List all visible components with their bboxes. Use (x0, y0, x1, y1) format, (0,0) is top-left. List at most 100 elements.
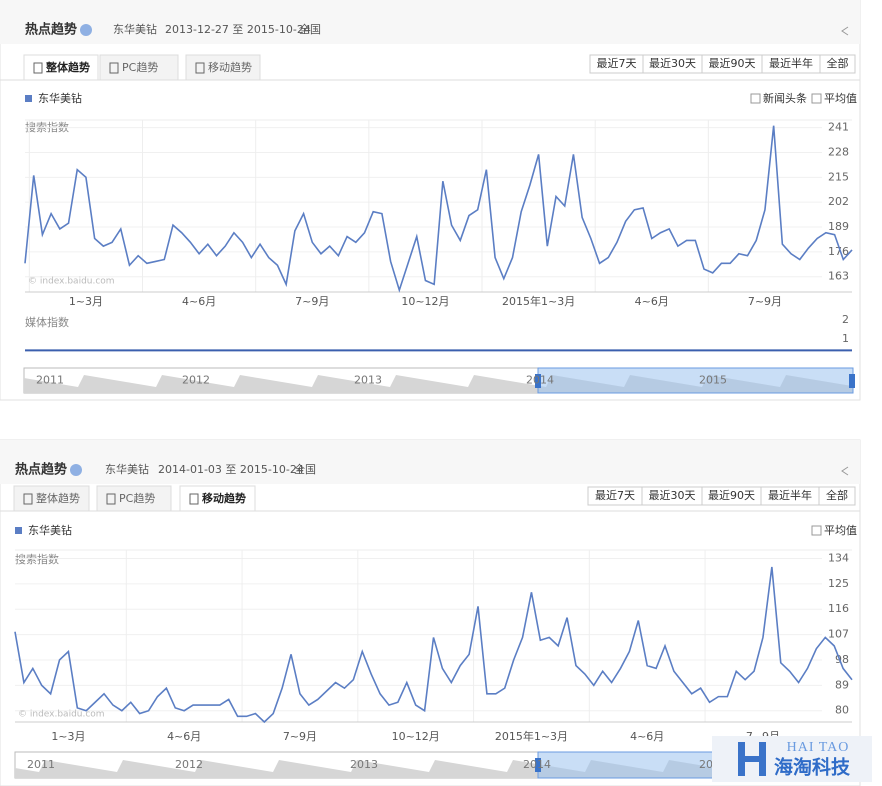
series-line (14, 566, 853, 724)
tab-icon (33, 62, 43, 74)
keyword: 东华美钻 (105, 462, 149, 476)
x-tick-label: 10~12月 (392, 730, 440, 743)
x-tick-label: 2015年1~3月 (495, 729, 568, 743)
y-tick-label: 176 (828, 245, 849, 258)
x-tick-label: 10~12月 (401, 295, 449, 308)
navigator-label: 2013 (354, 374, 382, 387)
x-tick-label: 1~3月 (69, 295, 103, 308)
tab[interactable] (23, 54, 99, 81)
range-button-label[interactable]: 最近半年 (769, 56, 813, 70)
y-tick-label: 2 (842, 313, 849, 326)
y-tick-label: 89 (835, 678, 849, 691)
checkbox-label[interactable]: 新闻头条 (763, 91, 807, 105)
logo-cn: 海淘科技 (774, 756, 851, 779)
range-button[interactable] (819, 54, 856, 74)
watermark: © index.baidu.com (18, 710, 105, 720)
range-button-label[interactable]: 最近90天 (708, 489, 755, 502)
navigator-label: 2012 (175, 758, 203, 771)
tab-icon (195, 62, 205, 74)
panel-title: 热点趋势 (15, 462, 67, 478)
tab[interactable] (185, 54, 261, 81)
y-tick-label: 189 (828, 220, 849, 233)
range-button-label[interactable]: 最近半年 (768, 488, 812, 502)
share-icon (841, 26, 849, 36)
keyword: 东华美钻 (113, 22, 157, 36)
navigator-label: 2014 (526, 374, 554, 387)
range-button-label[interactable]: 全部 (826, 488, 848, 502)
range-button-label[interactable]: 最近90天 (709, 57, 756, 70)
x-tick-label: 4~6月 (167, 730, 201, 743)
date-range: 2013-12-27 至 2015-10-24 (165, 23, 311, 36)
y-tick-label: 241 (828, 121, 849, 134)
navigator-handle[interactable] (535, 374, 541, 388)
tab[interactable] (99, 54, 179, 81)
y-tick-label: 107 (828, 628, 849, 641)
checkbox[interactable] (750, 93, 761, 104)
tab-label[interactable]: PC趋势 (122, 61, 158, 74)
navigator-handle[interactable] (849, 374, 855, 388)
navigator-label: 2014 (523, 758, 551, 771)
help-icon (80, 24, 92, 36)
tab-label[interactable]: PC趋势 (119, 492, 155, 505)
range-button-label[interactable]: 最近7天 (595, 489, 635, 502)
navigator-handle[interactable] (535, 758, 541, 772)
x-tick-label: 7~9月 (748, 295, 782, 308)
y-tick-label: 80 (835, 704, 849, 717)
y-tick-label: 163 (828, 270, 849, 283)
series-line (24, 125, 853, 293)
range-button[interactable] (818, 486, 856, 506)
tab-label[interactable]: 移动趋势 (208, 61, 252, 74)
watermark: © index.baidu.com (28, 277, 115, 287)
logo-icon (738, 742, 766, 776)
range-button-label[interactable]: 最近30天 (649, 489, 696, 502)
legend-label: 东华美钻 (28, 523, 72, 537)
tab-label[interactable]: 整体趋势 (45, 60, 90, 74)
checkbox-label[interactable]: 平均值 (824, 524, 857, 537)
tab-label[interactable]: 移动趋势 (202, 491, 246, 505)
y-tick-label: 202 (828, 195, 849, 208)
tab-icon (23, 493, 33, 505)
region: 全国 (294, 462, 316, 476)
range-button-label[interactable]: 最近30天 (649, 57, 696, 70)
panel-header (0, 0, 860, 44)
y-tick-label: 228 (828, 145, 849, 158)
x-tick-label: 1~3月 (51, 730, 85, 743)
y-tick-label: 116 (828, 602, 849, 615)
navigator-label: 2011 (27, 758, 55, 771)
checkbox[interactable] (811, 93, 822, 104)
panel-title: 热点趋势 (25, 22, 77, 38)
navigator-label: 2011 (36, 374, 64, 387)
legend-swatch (25, 95, 32, 102)
legend-swatch (15, 527, 22, 534)
y-axis-label: 媒体指数 (25, 315, 69, 329)
checkbox-label[interactable]: 平均值 (824, 92, 857, 105)
x-tick-label: 4~6月 (630, 730, 664, 743)
navigator-label: 2012 (182, 374, 210, 387)
tab-label[interactable]: 整体趋势 (36, 491, 80, 505)
tab-icon (106, 493, 116, 505)
range-button-label[interactable]: 全部 (827, 56, 849, 70)
tab[interactable] (13, 485, 90, 512)
tab-icon (109, 62, 119, 74)
y-axis-label: 搜索指数 (15, 552, 59, 566)
region: 全国 (299, 22, 321, 36)
y-tick-label: 1 (842, 332, 849, 345)
navigator-label: 2015 (699, 374, 727, 387)
y-axis-label: 搜索指数 (25, 120, 69, 134)
x-tick-label: 7~9月 (283, 730, 317, 743)
range-button-label[interactable]: 最近7天 (597, 57, 637, 70)
help-icon (70, 464, 82, 476)
date-range: 2014-01-03 至 2015-10-24 (158, 463, 304, 476)
x-tick-label: 2015年1~3月 (502, 294, 575, 308)
tab[interactable] (179, 485, 256, 512)
navigator-selection[interactable] (537, 367, 854, 394)
navigator-label: 2013 (350, 758, 378, 771)
checkbox[interactable] (811, 525, 822, 536)
y-tick-label: 215 (828, 170, 849, 183)
legend-label: 东华美钻 (38, 91, 82, 105)
share-icon (841, 466, 849, 476)
x-tick-label: 4~6月 (182, 295, 216, 308)
tab[interactable] (96, 485, 172, 512)
